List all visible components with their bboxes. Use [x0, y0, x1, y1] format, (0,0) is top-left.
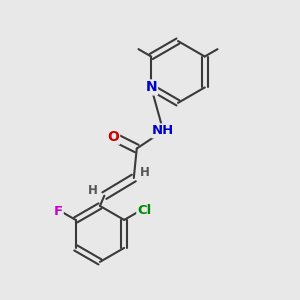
- Text: NH: NH: [152, 124, 174, 137]
- Text: F: F: [54, 205, 63, 218]
- Text: N: N: [146, 80, 157, 94]
- Text: H: H: [140, 166, 150, 179]
- Text: H: H: [88, 184, 98, 197]
- Text: O: O: [107, 130, 119, 144]
- Text: Cl: Cl: [137, 204, 152, 217]
